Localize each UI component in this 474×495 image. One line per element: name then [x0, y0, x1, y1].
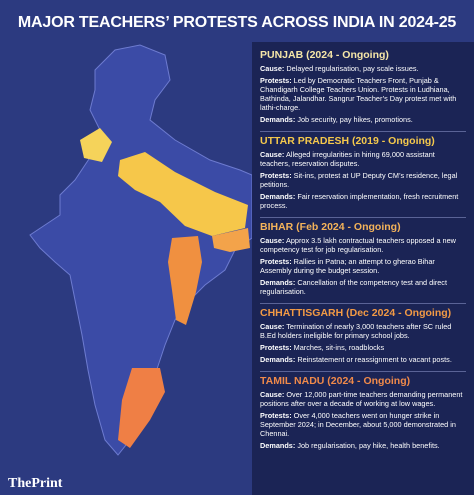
demands-line: Demands: Job regularisation, pay hike, h…	[260, 441, 466, 450]
cause-label: Cause:	[260, 236, 285, 245]
bihar-region	[212, 228, 250, 252]
protests-text: Rallies in Patna; an attempt to gherao B…	[260, 257, 435, 275]
info-panel: PUNJAB (2024 - Ongoing) Cause: Delayed re…	[252, 42, 474, 495]
cause-label: Cause:	[260, 322, 285, 331]
demands-label: Demands:	[260, 441, 296, 450]
india-map	[29, 44, 252, 456]
protests-line: Protests: Sit-ins, protest at UP Deputy …	[260, 171, 466, 189]
demands-text: Fair reservation implementation, fresh r…	[260, 192, 459, 210]
state-section: BIHAR (Feb 2024 - Ongoing) Cause: Approx …	[260, 218, 466, 304]
cause-label: Cause:	[260, 64, 285, 73]
protests-label: Protests:	[260, 257, 292, 266]
demands-line: Demands: Cancellation of the competency …	[260, 278, 466, 296]
cause-text: Termination of nearly 3,000 teachers aft…	[260, 322, 452, 340]
protests-line: Protests: Over 4,000 teachers went on hu…	[260, 411, 466, 438]
cause-line: Cause: Over 12,000 part-time teachers de…	[260, 390, 466, 408]
uttar-pradesh-region	[118, 152, 248, 236]
demands-text: Reinstatement or reassignment to vacant …	[297, 355, 452, 364]
demands-text: Cancellation of the competency test and …	[260, 278, 447, 296]
state-heading: TAMIL NADU (2024 - Ongoing)	[260, 375, 411, 387]
demands-text: Job security, pay hikes, promotions.	[297, 115, 413, 124]
cause-text: Over 12,000 part-time teachers demanding…	[260, 390, 463, 408]
cause-line: Cause: Alleged irregularities in hiring …	[260, 150, 466, 168]
state-heading: PUNJAB (2024 - Ongoing)	[260, 49, 389, 61]
state-heading: UTTAR PRADESH (2019 - Ongoing)	[260, 135, 435, 147]
state-section: PUNJAB (2024 - Ongoing) Cause: Delayed re…	[260, 46, 466, 132]
demands-label: Demands:	[260, 192, 296, 201]
source-logo: ThePrint	[8, 476, 63, 491]
cause-label: Cause:	[260, 390, 285, 399]
cause-line: Cause: Delayed regularisation, pay scale…	[260, 64, 466, 73]
protests-label: Protests:	[260, 411, 292, 420]
state-heading: BIHAR (Feb 2024 - Ongoing)	[260, 221, 401, 233]
demands-label: Demands:	[260, 115, 296, 124]
state-heading: CHHATTISGARH (Dec 2024 - Ongoing)	[260, 307, 452, 319]
cause-line: Cause: Approx 3.5 lakh contractual teach…	[260, 236, 466, 254]
demands-line: Demands: Fair reservation implementation…	[260, 192, 466, 210]
title: MAJOR TEACHERS’ PROTESTS ACROSS INDIA IN…	[17, 14, 457, 31]
state-section: CHHATTISGARH (Dec 2024 - Ongoing) Cause: …	[260, 304, 466, 372]
demands-text: Job regularisation, pay hike, health ben…	[297, 441, 440, 450]
protests-line: Protests: Led by Democratic Teachers Fro…	[260, 76, 466, 112]
cause-text: Delayed regularisation, pay scale issues…	[286, 64, 419, 73]
demands-label: Demands:	[260, 278, 296, 287]
protests-label: Protests:	[260, 76, 292, 85]
chhattisgarh-region	[168, 236, 202, 325]
protests-line: Protests: Rallies in Patna; an attempt t…	[260, 257, 466, 275]
protests-text: Marches, sit-ins, roadblocks	[293, 343, 385, 352]
tamil-nadu-region	[118, 368, 165, 448]
protests-label: Protests:	[260, 343, 292, 352]
cause-label: Cause:	[260, 150, 285, 159]
cause-line: Cause: Termination of nearly 3,000 teach…	[260, 322, 466, 340]
demands-line: Demands: Reinstatement or reassignment t…	[260, 355, 466, 364]
state-section: TAMIL NADU (2024 - Ongoing) Cause: Over 1…	[260, 372, 466, 457]
punjab-region	[80, 128, 112, 162]
state-section: UTTAR PRADESH (2019 - Ongoing) Cause: All…	[260, 132, 466, 218]
cause-text: Approx 3.5 lakh contractual teachers opp…	[260, 236, 456, 254]
protests-text: Sit-ins, protest at UP Deputy CM’s resid…	[260, 171, 458, 189]
demands-label: Demands:	[260, 355, 296, 364]
cause-text: Alleged irregularities in hiring 69,000 …	[260, 150, 435, 168]
demands-line: Demands: Job security, pay hikes, promot…	[260, 115, 466, 124]
protests-line: Protests: Marches, sit-ins, roadblocks	[260, 343, 466, 352]
protests-label: Protests:	[260, 171, 292, 180]
protests-text: Led by Democratic Teachers Front, Punjab…	[260, 76, 457, 112]
protests-text: Over 4,000 teachers went on hunger strik…	[260, 411, 456, 438]
